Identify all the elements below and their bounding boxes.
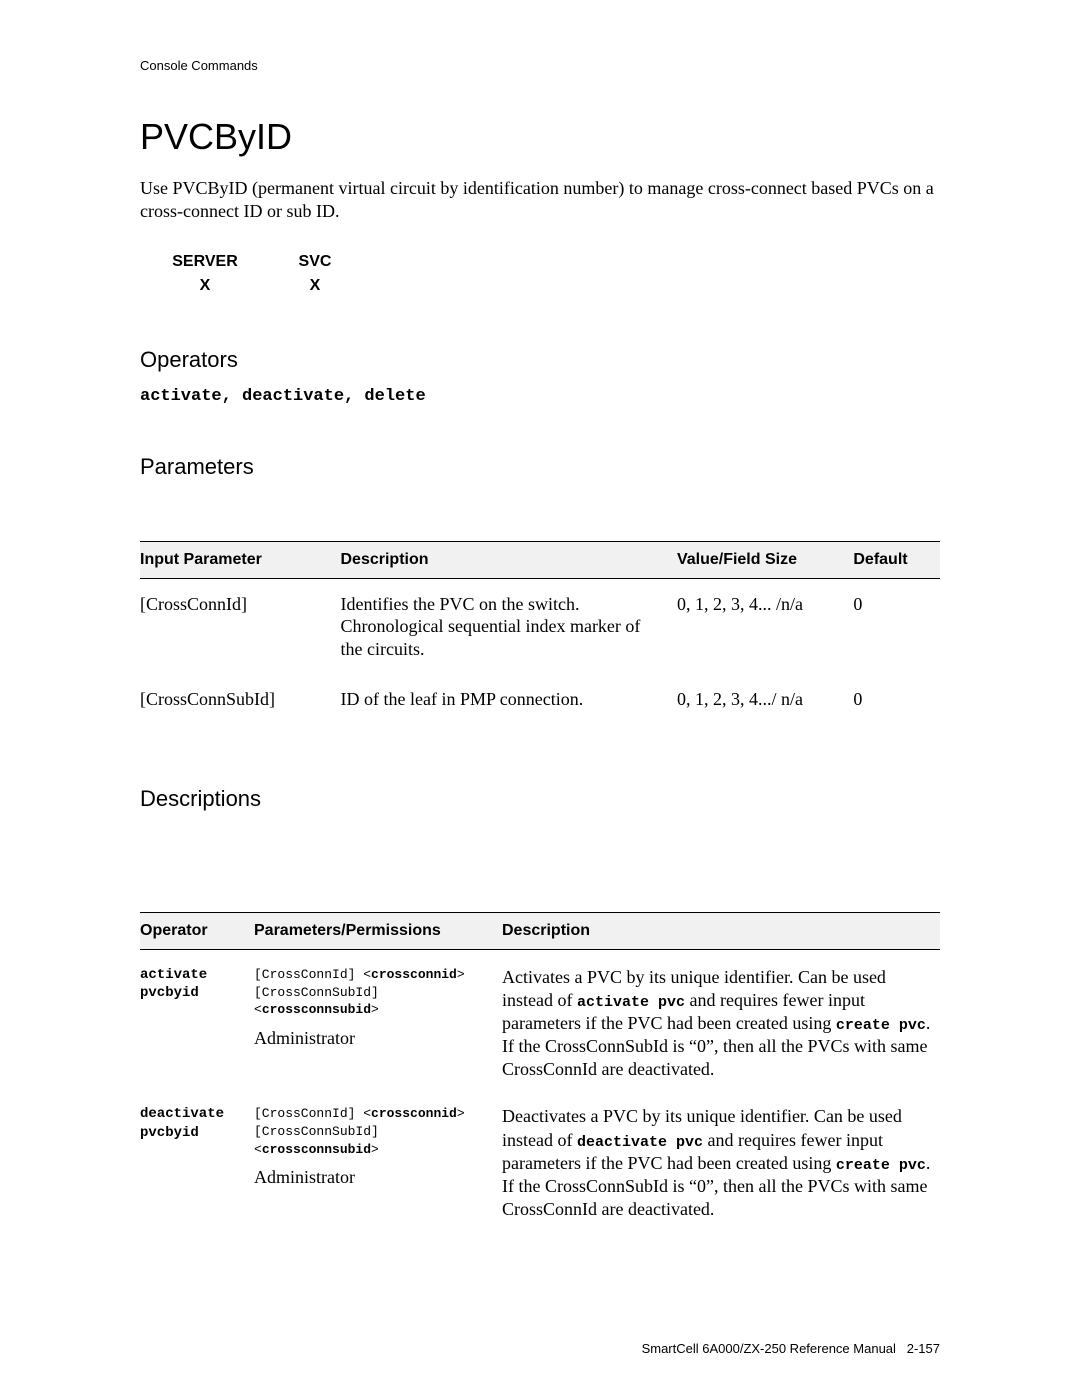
param-col-desc: Description: [341, 550, 677, 570]
server-svc-table: SERVER SVC X X: [150, 252, 940, 296]
table-row: deactivate pvcbyid [CrossConnId] <crossc…: [140, 1089, 940, 1228]
descriptions-header-row: Operator Parameters/Permissions Descript…: [140, 912, 940, 950]
operator-line: activate: [140, 967, 207, 983]
operators-list: activate, deactivate, delete: [140, 386, 940, 407]
table-row: [CrossConnSubId] ID of the leaf in PMP c…: [140, 674, 940, 725]
code-bold: crossconnsubid: [262, 1002, 371, 1017]
code-text: [CrossConnSubId]: [254, 1124, 379, 1139]
permission: Administrator: [254, 1166, 494, 1189]
code-text: <: [254, 1142, 262, 1157]
code-text: <: [254, 1002, 262, 1017]
operator-description: Activates a PVC by its unique identifier…: [502, 966, 940, 1081]
parameters-table: Input Parameter Description Value/Field …: [140, 541, 940, 725]
operator-line: pvcbyid: [140, 1125, 199, 1141]
inline-code: activate pvc: [577, 994, 685, 1011]
code-text: [CrossConnSubId]: [254, 985, 379, 1000]
param-name: [CrossConnId]: [140, 593, 341, 616]
intro-paragraph: Use PVCByID (permanent virtual circuit b…: [140, 177, 940, 222]
descriptions-table: Operator Parameters/Permissions Descript…: [140, 912, 940, 1229]
param-default: 0: [853, 593, 940, 616]
param-col-input: Input Parameter: [140, 550, 341, 570]
code-text: [CrossConnId] <: [254, 1106, 371, 1121]
inline-code: deactivate pvc: [577, 1134, 703, 1151]
code-text: >: [457, 1106, 465, 1121]
server-header: SERVER: [150, 252, 260, 272]
param-value: 0, 1, 2, 3, 4.../ n/a: [677, 688, 853, 711]
param-col-default: Default: [853, 550, 940, 570]
page: Console Commands PVCByID Use PVCByID (pe…: [0, 0, 1080, 1397]
page-title: PVCByID: [140, 114, 940, 159]
code-bold: crossconnid: [371, 1106, 457, 1121]
desc-col-params: Parameters/Permissions: [254, 921, 502, 941]
param-desc: Identifies the PVC on the switch. Chrono…: [341, 593, 677, 661]
code-text: >: [371, 1002, 379, 1017]
table-row: activate pvcbyid [CrossConnId] <crosscon…: [140, 950, 940, 1089]
page-footer: SmartCell 6A000/ZX-250 Reference Manual …: [642, 1341, 940, 1357]
operator-name: activate pvcbyid: [140, 966, 254, 1002]
table-row: [CrossConnId] Identifies the PVC on the …: [140, 579, 940, 675]
operator-line: deactivate: [140, 1106, 224, 1122]
svc-header: SVC: [260, 252, 370, 272]
operator-line: pvcbyid: [140, 985, 199, 1001]
param-name: [CrossConnSubId]: [140, 688, 341, 711]
params-code: [CrossConnId] <crossconnid> [CrossConnSu…: [254, 966, 494, 1019]
svc-value: X: [260, 272, 370, 296]
param-desc: ID of the leaf in PMP connection.: [341, 688, 677, 711]
code-text: >: [371, 1142, 379, 1157]
operators-heading: Operators: [140, 346, 940, 374]
parameters-heading: Parameters: [140, 453, 940, 481]
code-bold: crossconnid: [371, 967, 457, 982]
inline-code: create pvc: [836, 1157, 926, 1174]
operator-description: Deactivates a PVC by its unique identifi…: [502, 1105, 940, 1220]
operator-params: [CrossConnId] <crossconnid> [CrossConnSu…: [254, 966, 502, 1049]
descriptions-heading: Descriptions: [140, 785, 940, 813]
breadcrumb: Console Commands: [140, 58, 940, 74]
param-default: 0: [853, 688, 940, 711]
desc-col-operator: Operator: [140, 921, 254, 941]
param-col-value: Value/Field Size: [677, 550, 853, 570]
server-value: X: [150, 272, 260, 296]
operator-params: [CrossConnId] <crossconnid> [CrossConnSu…: [254, 1105, 502, 1188]
code-bold: crossconnsubid: [262, 1142, 371, 1157]
code-text: [CrossConnId] <: [254, 967, 371, 982]
inline-code: create pvc: [836, 1017, 926, 1034]
operator-name: deactivate pvcbyid: [140, 1105, 254, 1141]
permission: Administrator: [254, 1027, 494, 1050]
desc-col-description: Description: [502, 921, 940, 941]
parameters-header-row: Input Parameter Description Value/Field …: [140, 541, 940, 579]
params-code: [CrossConnId] <crossconnid> [CrossConnSu…: [254, 1105, 494, 1158]
code-text: >: [457, 967, 465, 982]
param-value: 0, 1, 2, 3, 4... /n/a: [677, 593, 853, 616]
